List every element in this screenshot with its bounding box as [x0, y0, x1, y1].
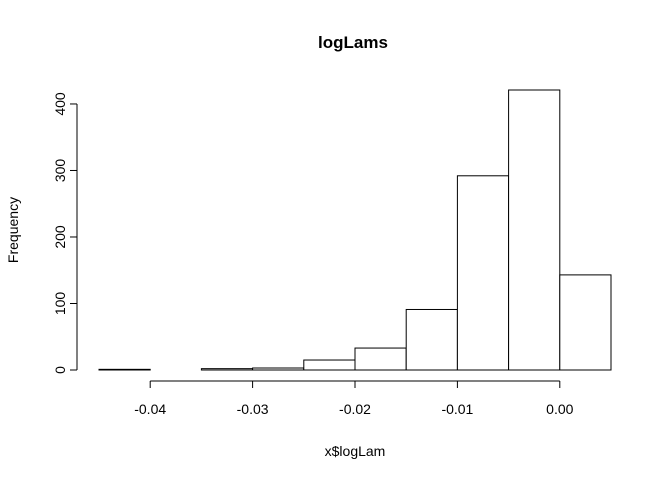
histogram-bar [252, 367, 305, 371]
histogram-bar [200, 368, 254, 371]
histogram-bar [405, 308, 458, 371]
histogram-bar [354, 347, 407, 371]
y-axis-label: Frequency [5, 197, 21, 263]
histogram-bar [456, 175, 510, 371]
y-tick-label: 100 [52, 292, 68, 316]
y-axis: 0 100 200 300 400 [52, 92, 78, 374]
histogram-bar [98, 368, 151, 371]
y-tick-label: 400 [52, 92, 68, 116]
x-tick-label: -0.04 [134, 401, 166, 417]
x-tick-label: -0.02 [339, 401, 371, 417]
x-tick-label: -0.01 [441, 401, 473, 417]
histogram-bar [508, 89, 561, 371]
histogram-bar [559, 274, 612, 371]
x-tick-label: 0.00 [546, 401, 573, 417]
x-tick-label: -0.03 [237, 401, 269, 417]
chart-title: logLams [318, 33, 388, 52]
y-tick-label: 0 [52, 366, 68, 374]
bars-group [98, 89, 612, 371]
y-tick-label: 300 [52, 159, 68, 183]
y-tick-label: 200 [52, 225, 68, 249]
x-axis: -0.04 -0.03 -0.02 -0.01 0.00 [134, 380, 574, 417]
histogram-bar [303, 359, 356, 371]
x-axis-label: x$logLam [325, 443, 386, 459]
